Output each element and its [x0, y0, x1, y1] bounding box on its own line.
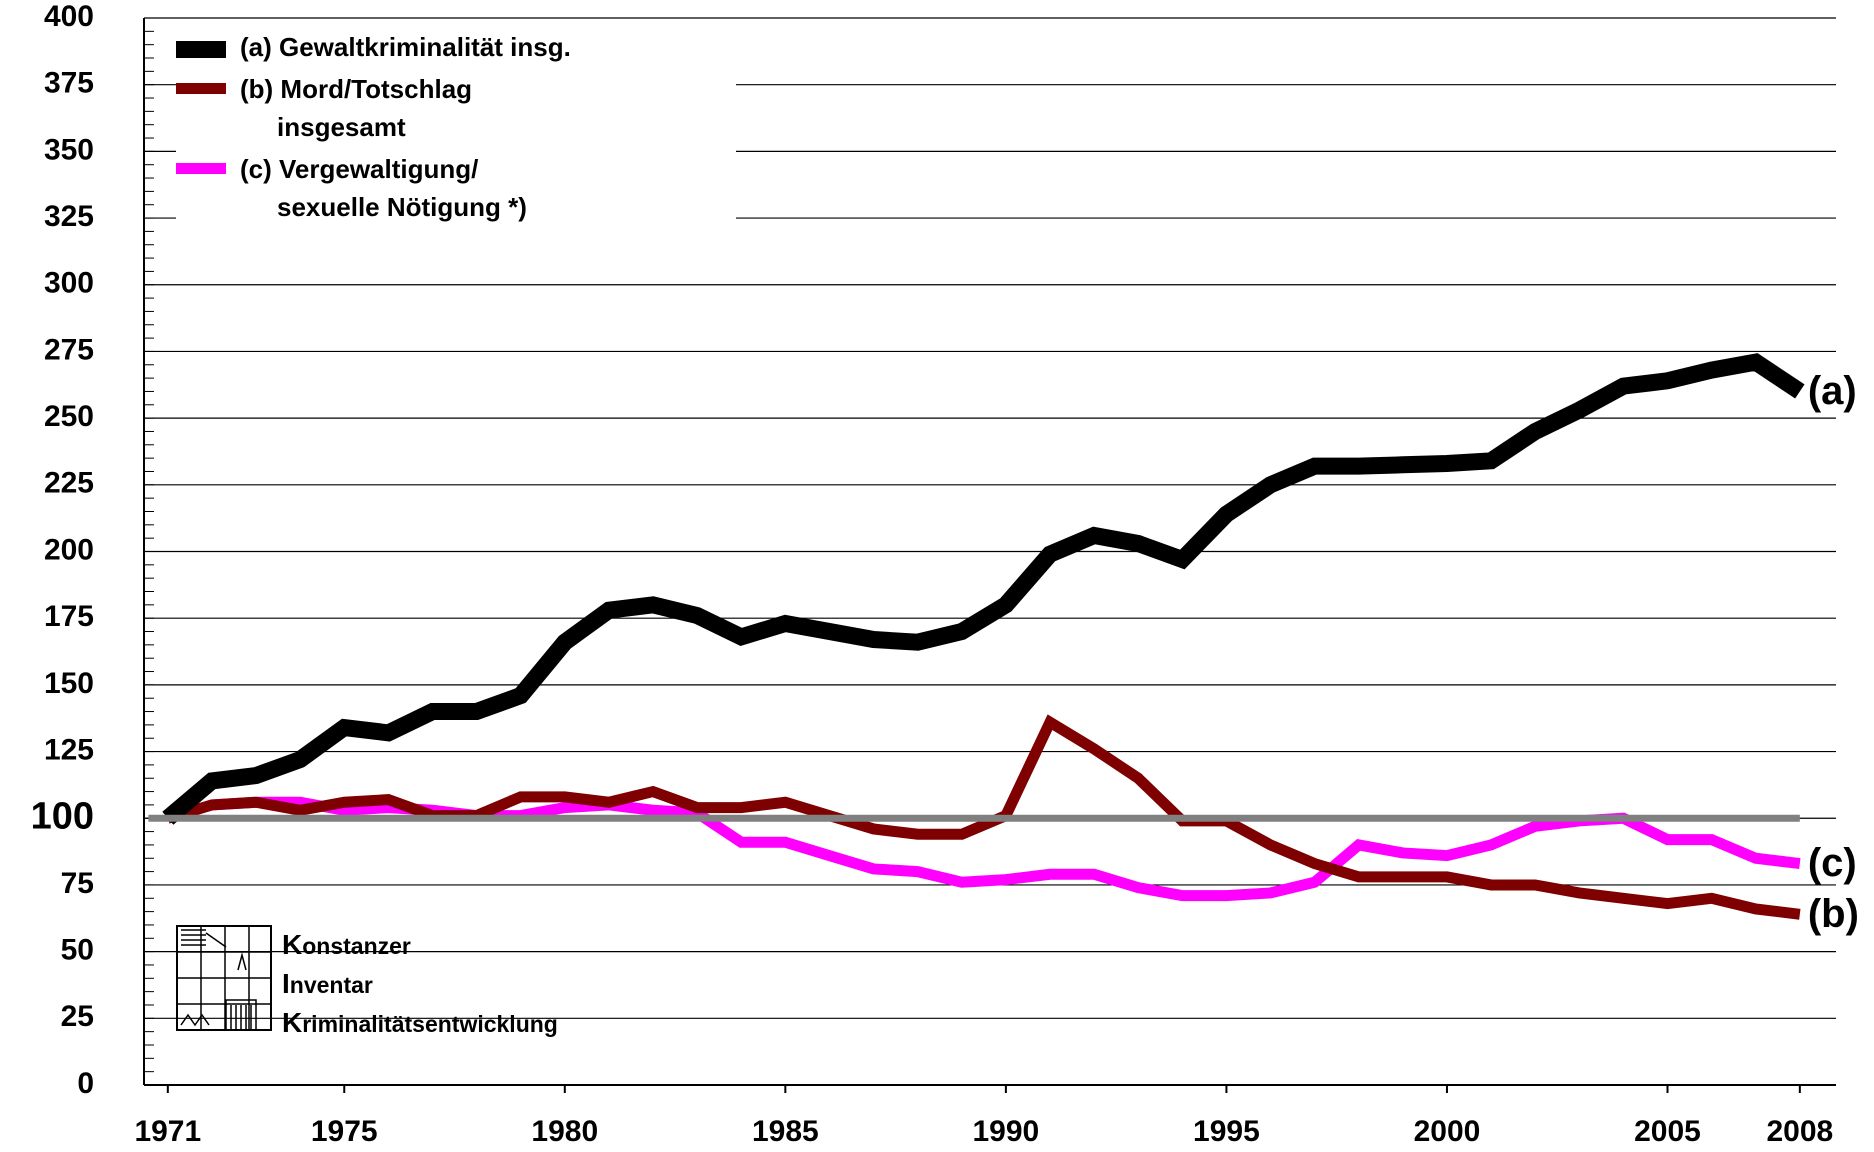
- y-tick-label: 25: [61, 1000, 94, 1033]
- y-tick-label: 250: [44, 400, 94, 433]
- x-tick-label: 2005: [1634, 1115, 1701, 1148]
- end-label: (b): [1808, 892, 1859, 936]
- y-tick-label: 400: [44, 0, 94, 33]
- legend-item: (a) Gewaltkriminalität insg.: [176, 28, 736, 66]
- x-tick-label: 2008: [1766, 1115, 1833, 1148]
- x-tick-label: 2000: [1414, 1115, 1481, 1148]
- end-label: (c): [1808, 841, 1857, 885]
- y-tick-label: 50: [61, 934, 94, 967]
- x-tick-label: 1975: [311, 1115, 378, 1148]
- logo-text: Konstanzer: [282, 929, 411, 960]
- legend-label: (a) Gewaltkriminalität insg.: [240, 32, 571, 62]
- y-tick-label: 225: [44, 467, 94, 500]
- logo-icon: [176, 925, 272, 1031]
- y-tick-label: 325: [44, 200, 94, 233]
- legend-label: (b) Mord/Totschlag insgesamt: [240, 74, 473, 142]
- y-tick-label: 75: [61, 867, 94, 900]
- logo-text: Kriminalitätsentwicklung: [282, 1007, 558, 1038]
- y-tick-label: 150: [44, 667, 94, 700]
- legend-item: (c) Vergewaltigung/ sexuelle Nötigung *): [176, 150, 736, 226]
- y-tick-label: 200: [44, 533, 94, 566]
- x-tick-label: 1990: [973, 1115, 1040, 1148]
- x-tick-label: 1985: [752, 1115, 819, 1148]
- y-tick-label: 350: [44, 133, 94, 166]
- y-tick-label: 300: [44, 267, 94, 300]
- y-tick-label: 100: [31, 795, 94, 837]
- legend: (a) Gewaltkriminalität insg. (b) Mord/Tot…: [176, 22, 736, 236]
- y-tick-label: 125: [44, 733, 94, 766]
- y-tick-label: 175: [44, 600, 94, 633]
- x-tick-label: 1971: [134, 1115, 201, 1148]
- x-tick-label: 1995: [1193, 1115, 1260, 1148]
- legend-label: (c) Vergewaltigung/ sexuelle Nötigung *): [240, 154, 527, 222]
- y-tick-label: 0: [77, 1067, 94, 1100]
- legend-item: (b) Mord/Totschlag insgesamt: [176, 70, 736, 146]
- y-tick-label: 375: [44, 67, 94, 100]
- legend-swatch: [176, 83, 226, 94]
- x-tick-label: 1980: [531, 1115, 598, 1148]
- end-label: (a): [1808, 369, 1857, 413]
- logo-text: Inventar: [282, 968, 373, 999]
- series-line: [162, 353, 1805, 825]
- y-tick-label: 275: [44, 333, 94, 366]
- legend-swatch: [176, 41, 226, 58]
- legend-swatch: [176, 163, 226, 174]
